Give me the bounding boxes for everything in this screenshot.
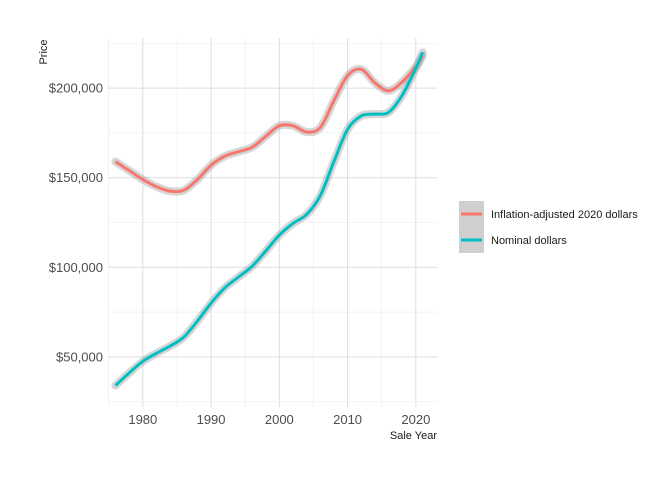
y-tick-label: $50,000 xyxy=(56,349,103,364)
x-axis-title: Sale Year xyxy=(390,430,437,442)
x-tick-label: 2020 xyxy=(401,412,430,427)
x-tick-label: 2000 xyxy=(265,412,294,427)
x-axis-ticks: 1980 1990 2000 2010 2020 xyxy=(128,412,430,427)
x-tick-label: 1990 xyxy=(197,412,226,427)
minor-gridlines xyxy=(108,38,437,407)
series-line-0 xyxy=(114,55,424,194)
series-lines xyxy=(114,51,425,387)
series-line-1 xyxy=(114,51,425,387)
legend-label-1: Nominal dollars xyxy=(491,235,567,247)
confidence-band-0 xyxy=(111,51,427,196)
y-axis-ticks: $50,000 $100,000 $150,000 $200,000 xyxy=(49,81,103,365)
x-tick-label: 2010 xyxy=(333,412,362,427)
confidence-band-1 xyxy=(111,48,427,390)
confidence-bands xyxy=(111,48,427,390)
y-axis-title: Price xyxy=(38,39,50,64)
legend-label-0: Inflation-adjusted 2020 dollars xyxy=(491,209,638,221)
major-gridlines xyxy=(108,38,437,407)
y-tick-label: $100,000 xyxy=(49,260,103,275)
y-tick-label: $150,000 xyxy=(49,170,103,185)
y-tick-label: $200,000 xyxy=(49,81,103,96)
legend: Inflation-adjusted 2020 dollars Nominal d… xyxy=(459,201,638,253)
x-tick-label: 1980 xyxy=(128,412,157,427)
